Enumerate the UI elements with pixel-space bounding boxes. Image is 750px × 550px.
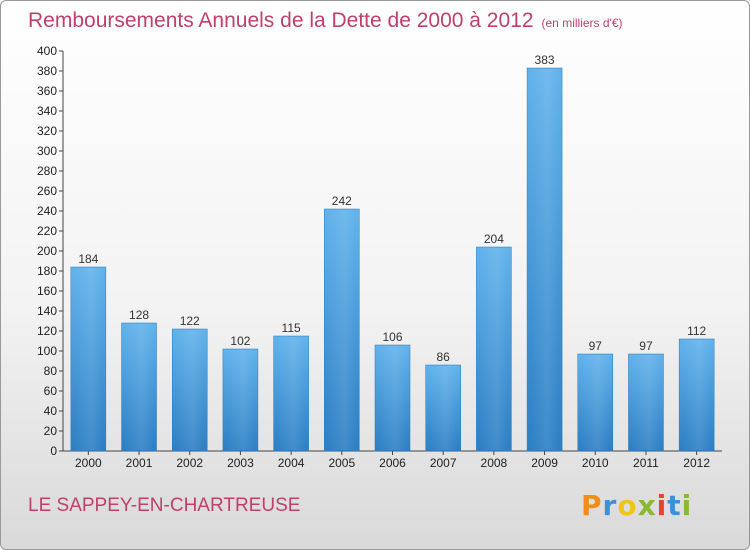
y-tick-label: 0: [50, 444, 57, 458]
x-tick-label: 2012: [683, 456, 710, 470]
y-tick-label: 400: [37, 44, 57, 58]
x-tick-label: 2010: [582, 456, 609, 470]
bar-shine: [580, 355, 610, 450]
bar-value-label: 97: [589, 339, 603, 353]
chart-title-text: Remboursements Annuels de la Dette de 20…: [28, 9, 534, 32]
x-tick-label: 2001: [126, 456, 153, 470]
bar-shine: [276, 337, 306, 450]
chart-unit: (en milliers d'€): [541, 16, 623, 30]
bar-value-label: 242: [332, 194, 352, 208]
bar-shine: [175, 330, 205, 450]
x-tick-label: 2006: [379, 456, 406, 470]
bar-shine: [73, 268, 103, 450]
y-tick-label: 300: [37, 144, 57, 158]
x-tick-label: 2004: [278, 456, 305, 470]
logo-letter: x: [637, 489, 657, 522]
bar-shine: [530, 69, 560, 450]
bar-shine: [682, 340, 712, 450]
bar-value-label: 86: [437, 350, 451, 364]
x-tick-label: 2002: [176, 456, 203, 470]
x-tick-label: 2005: [328, 456, 355, 470]
y-tick-label: 20: [44, 424, 58, 438]
logo-letter: r: [602, 489, 618, 522]
logo-letter: t: [667, 489, 682, 522]
proxiti-logo: Proxiti: [581, 489, 692, 522]
bars: [70, 67, 715, 452]
y-tick-label: 60: [44, 384, 58, 398]
logo-letter: i: [656, 489, 668, 522]
y-tick-label: 80: [44, 364, 58, 378]
y-tick-label: 100: [37, 344, 57, 358]
bar-shine: [327, 210, 357, 450]
y-tick-label: 380: [37, 64, 57, 78]
y-tick-label: 280: [37, 164, 57, 178]
y-tick-label: 180: [37, 264, 57, 278]
bar-value-label: 184: [78, 252, 98, 266]
chart-title: Remboursements Annuels de la Dette de 20…: [28, 9, 623, 33]
bar-value-label: 115: [282, 321, 301, 335]
x-tick-label: 2000: [75, 456, 102, 470]
x-tick-label: 2008: [481, 456, 508, 470]
y-tick-label: 320: [37, 124, 57, 138]
bar-shine: [225, 350, 255, 450]
bar-value-label: 383: [535, 53, 555, 67]
y-tick-label: 40: [44, 404, 58, 418]
y-tick-label: 200: [37, 244, 57, 258]
logo-letter: o: [617, 489, 638, 522]
bar-shine: [631, 355, 661, 450]
y-tick-label: 160: [37, 284, 57, 298]
x-tick-label: 2011: [633, 456, 659, 470]
y-tick-label: 340: [37, 104, 57, 118]
bar-value-label: 106: [382, 330, 402, 344]
bar-shine: [378, 346, 407, 450]
bar-value-label: 102: [230, 334, 250, 348]
bar-value-label: 128: [129, 308, 149, 322]
logo-letter: P: [581, 489, 603, 522]
bar-shine: [479, 248, 509, 450]
y-tick-label: 220: [37, 224, 57, 238]
bar-shine: [428, 366, 458, 450]
y-tick-label: 260: [37, 184, 57, 198]
x-tick-label: 2009: [531, 456, 558, 470]
y-tick-label: 120: [37, 324, 57, 338]
bar-value-label: 97: [639, 339, 653, 353]
location-label: LE SAPPEY-EN-CHARTREUSE: [28, 495, 301, 516]
y-tick-label: 240: [37, 204, 57, 218]
bar-value-label: 112: [687, 324, 706, 338]
data-labels: 184 128 122 102 115 242 106 86 204 383 97 97 112: [78, 53, 706, 364]
y-tick-label: 360: [37, 84, 57, 98]
x-tick-label: 2007: [430, 456, 457, 470]
x-tick-label: 2003: [227, 456, 254, 470]
bar-shine: [124, 324, 154, 450]
y-tick-label: 140: [37, 304, 57, 318]
bar-value-label: 204: [484, 232, 504, 246]
bar-value-label: 122: [180, 314, 200, 328]
logo-letter: i: [681, 489, 693, 522]
